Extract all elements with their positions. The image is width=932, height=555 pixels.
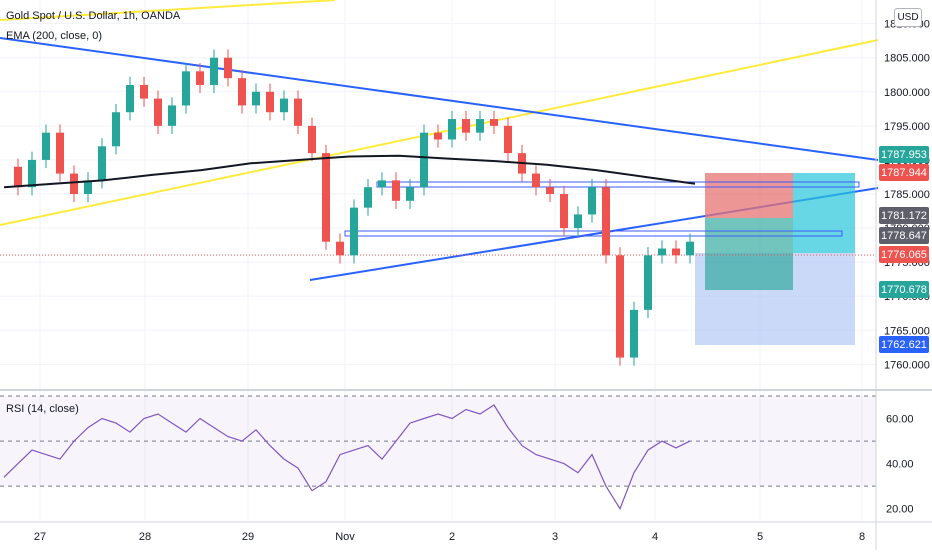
- candle-body: [672, 248, 680, 256]
- rsi-tick-label: 60.00: [886, 414, 914, 426]
- y-tick-label: 1765.000: [884, 325, 930, 337]
- x-tick-label: 3: [552, 531, 558, 543]
- x-tick-label: 8: [859, 531, 865, 543]
- candle-body: [238, 78, 246, 106]
- ema-legend: EMA (200, close, 0): [6, 30, 102, 42]
- candle-body: [252, 91, 260, 106]
- x-tick-label: 4: [652, 531, 658, 543]
- candle-body: [392, 180, 400, 201]
- candle-body: [588, 187, 596, 215]
- candle-body: [686, 241, 694, 256]
- y-tick-label: 1760.000: [884, 359, 930, 371]
- x-tick-label: 28: [139, 531, 151, 543]
- candle-body: [42, 132, 50, 160]
- candle-body: [126, 84, 134, 113]
- candle-body: [182, 71, 190, 106]
- candle-body: [532, 173, 540, 188]
- candle-body: [476, 119, 484, 133]
- target-zone-right: [793, 173, 855, 253]
- candle-body: [14, 166, 22, 188]
- candle-body: [504, 125, 512, 154]
- candle-body: [364, 187, 372, 208]
- candle-body: [546, 187, 554, 194]
- rsi-tick-label: 20.00: [886, 504, 914, 516]
- candle-body: [350, 207, 358, 256]
- candle-body: [56, 132, 64, 174]
- candle-body: [490, 119, 498, 126]
- candle-body: [658, 248, 666, 256]
- candle-body: [266, 91, 274, 113]
- candle-body: [406, 187, 414, 201]
- rsi-layer: [0, 395, 876, 511]
- candle-body: [70, 173, 78, 194]
- currency-button[interactable]: USD: [894, 8, 922, 27]
- x-tick-label: 5: [757, 531, 763, 543]
- resistance-zone-rect: [376, 181, 860, 188]
- candle-body: [294, 98, 302, 126]
- blue-trendline-upper: [0, 37, 879, 161]
- candle-body: [616, 255, 624, 358]
- candle-body: [630, 309, 638, 358]
- y-tick-label: 1805.000: [884, 53, 930, 65]
- candle-body: [462, 119, 470, 133]
- candle-body: [378, 180, 386, 188]
- price-tag-entry-upper: 1781.172: [879, 207, 929, 224]
- rsi-line: [3, 404, 691, 511]
- x-tick-label: 27: [34, 531, 46, 543]
- yellow-trendline-lower: [0, 39, 879, 226]
- candle-body: [280, 98, 288, 113]
- candle-body: [140, 84, 148, 99]
- support-zone-rect: [344, 230, 843, 237]
- ema-200-line: [3, 154, 696, 189]
- candle-body: [574, 214, 582, 229]
- symbol-legend: Gold Spot / U.S. Dollar, 1h, OANDA: [6, 10, 181, 22]
- price-tag-target1: 1770.678: [879, 281, 929, 298]
- price-tag-entry: 1778.647: [879, 227, 929, 244]
- stop-zone: [705, 173, 793, 218]
- candle-body: [308, 125, 316, 154]
- candle-body: [84, 180, 92, 194]
- candle-body: [196, 71, 204, 85]
- candle-body: [112, 112, 120, 147]
- candle-body: [168, 105, 176, 126]
- candle-body: [210, 57, 218, 85]
- rsi-tick-label: 40.00: [886, 459, 914, 471]
- x-tick-label: Nov: [335, 531, 355, 543]
- candle-body: [224, 57, 232, 79]
- candle-body: [602, 187, 610, 256]
- rsi-band-fill: [0, 396, 876, 487]
- x-tick-label: 29: [242, 531, 254, 543]
- candle-body: [322, 153, 330, 242]
- ema-layer: [3, 154, 696, 189]
- y-tick-label: 1795.000: [884, 121, 930, 133]
- yellow-trendline-top: [0, 0, 336, 21]
- price-tag-target2: 1762.621: [879, 336, 929, 353]
- rsi-legend: RSI (14, close): [6, 403, 79, 415]
- candle-body: [560, 194, 568, 229]
- target-zone: [705, 218, 793, 290]
- price-tag-upper-band: 1787.953: [879, 146, 929, 163]
- price-tag-last: 1776.065: [879, 246, 929, 263]
- x-tick-label: 2: [449, 531, 455, 543]
- candle-body: [434, 132, 442, 140]
- y-tick-label: 1785.000: [884, 189, 930, 201]
- candles-layer: [14, 49, 694, 366]
- candle-body: [336, 241, 344, 256]
- candle-body: [448, 119, 456, 140]
- candle-body: [28, 159, 36, 188]
- candle-body: [644, 255, 652, 310]
- candle-body: [154, 98, 162, 126]
- drawings-layer: [0, 0, 879, 345]
- candle-body: [420, 132, 428, 188]
- price-tag-stop: 1787.944: [879, 164, 929, 181]
- candle-body: [98, 146, 106, 181]
- y-tick-label: 1800.000: [884, 87, 930, 99]
